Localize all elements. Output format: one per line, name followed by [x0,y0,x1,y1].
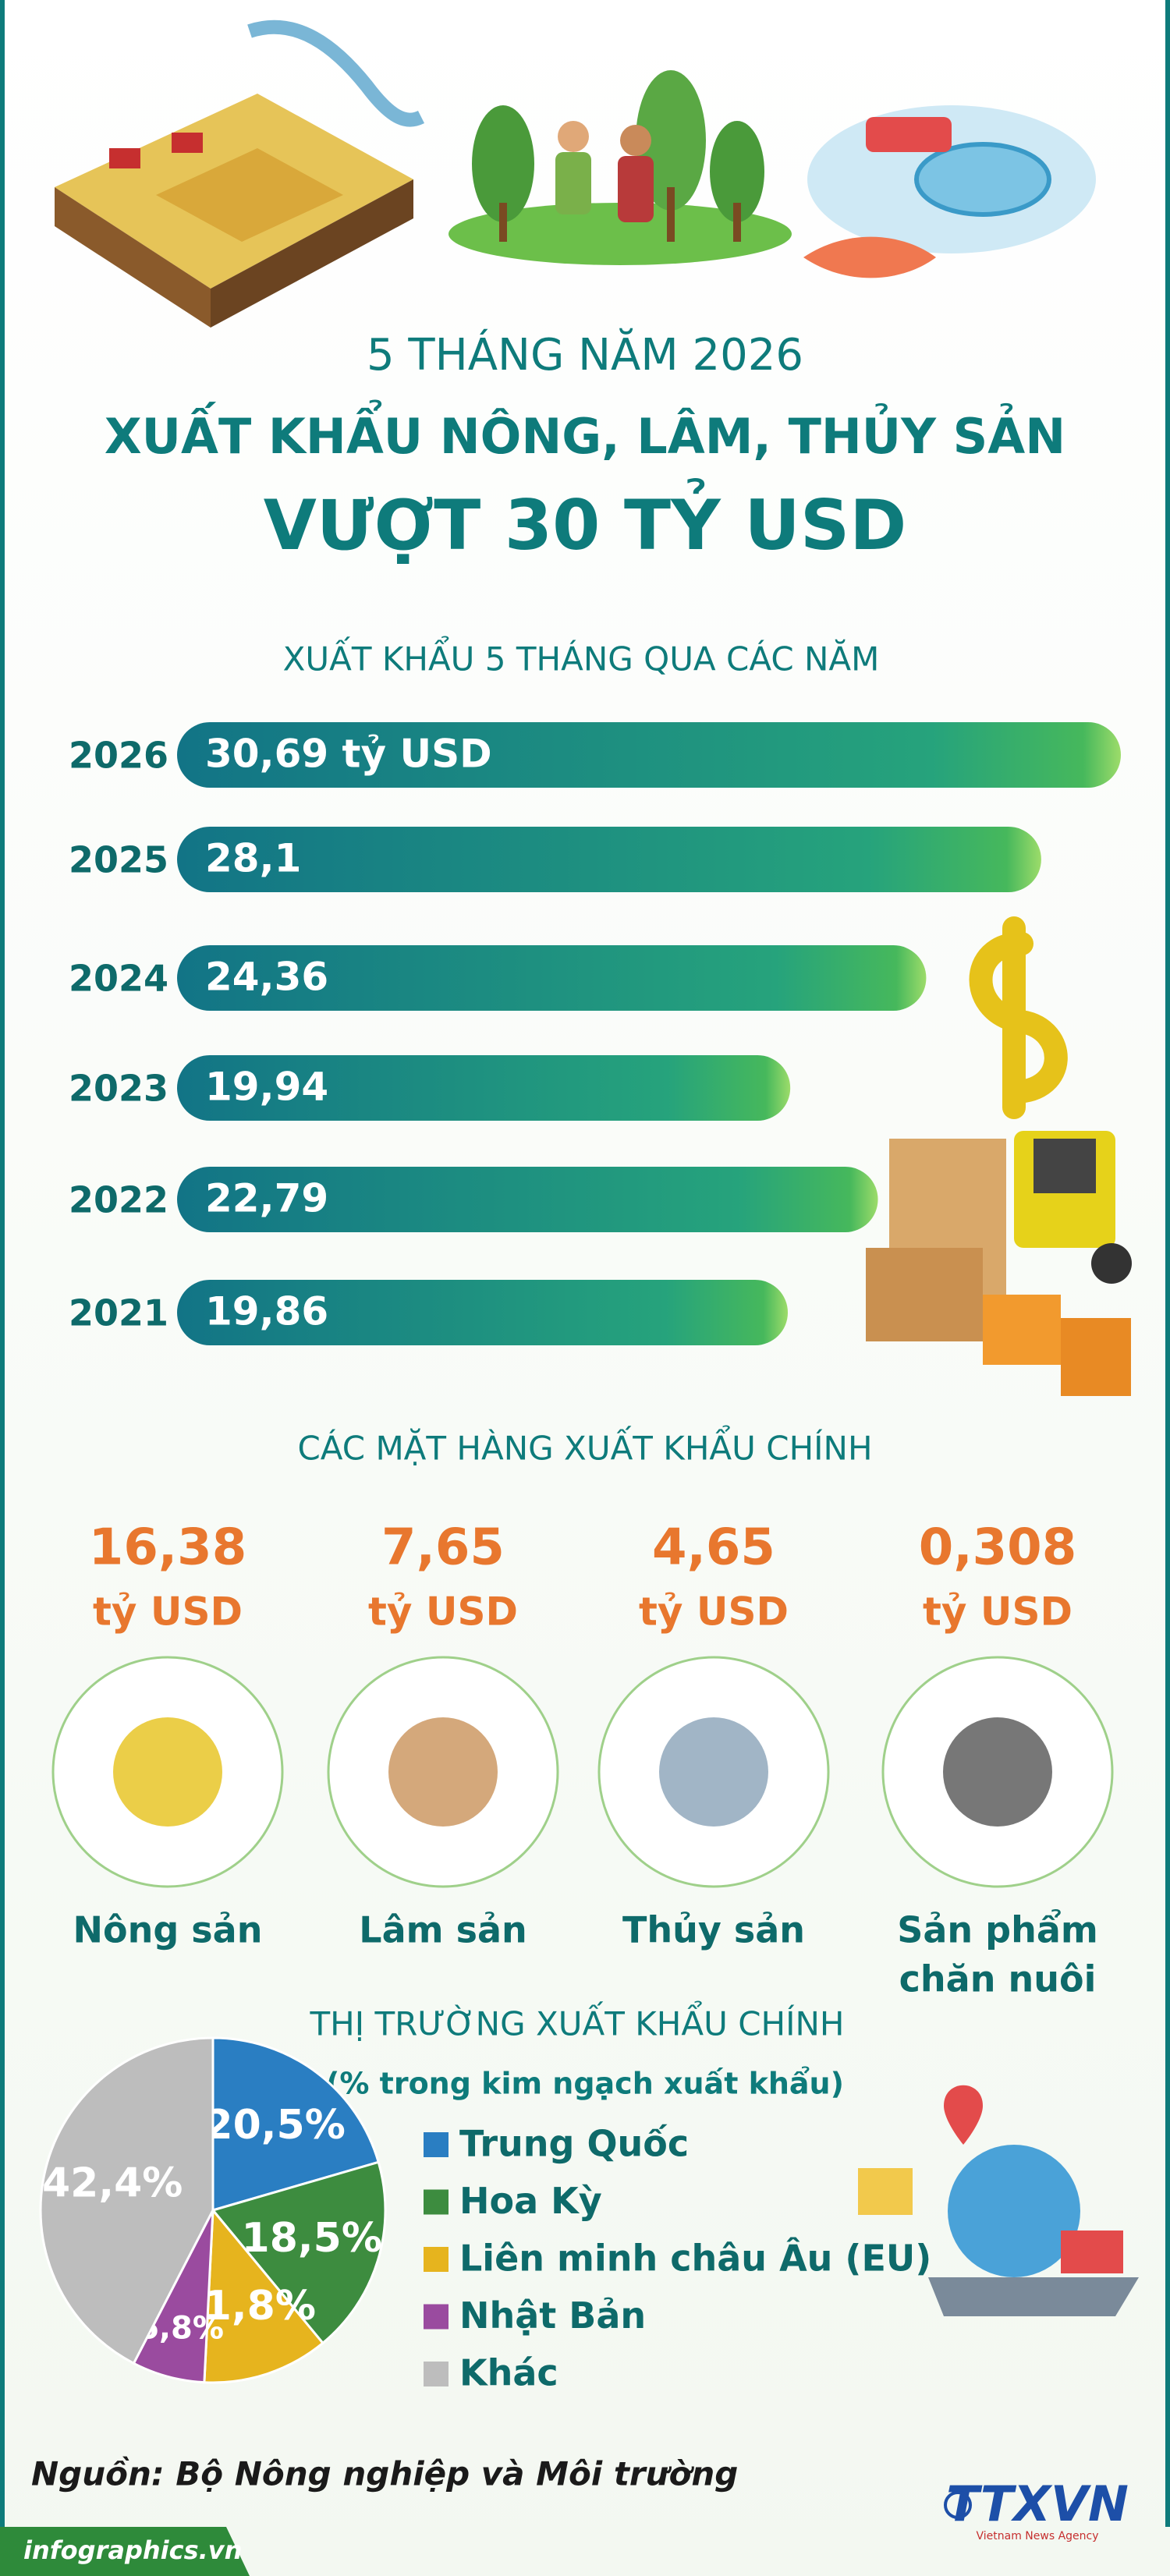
bar [177,1055,791,1121]
legend-swatch [424,2362,448,2386]
fishery-illustration [803,105,1096,278]
site: infographics.vn [23,2535,242,2565]
bar [177,1167,878,1232]
year-label: 2021 [69,1292,168,1334]
products-title: CÁC MẶT HÀNG XUẤT KHẨU CHÍNH [297,1425,872,1468]
logo: TTXVN [946,2475,1129,2532]
legend-label: Hoa Kỳ [459,2180,602,2222]
product-name: Sản phẩm [897,1909,1098,1951]
frame-right [1165,0,1170,2527]
legend-label: Trung Quốc [459,2123,689,2165]
source: Nguồn: Bộ Nông nghiệp và Môi trường [31,2455,738,2493]
pie-slice [39,2036,214,2365]
legend-swatch [424,2189,448,2215]
year-label: 2024 [69,958,168,1000]
product-name: chăn nuôi [899,1958,1097,2000]
product-name: Nông sản [73,1909,263,1951]
value-label: 28,1 [205,836,301,881]
logistics-illustration [858,2085,1139,2316]
header-headline: VƯỢT 30 TỶ USD [264,478,907,565]
product-value: 0,308 [919,1519,1076,1577]
bar [177,827,1041,892]
frame-left [0,0,5,2527]
pie-label: 20,5% [204,2102,345,2149]
year-label: 2023 [69,1068,168,1110]
legend-label: Liên minh châu Âu (EU) [459,2238,931,2280]
agency: Vietnam News Agency [976,2530,1098,2542]
forklift-illustration [866,916,1132,1396]
product-icon [943,1717,1052,1827]
products: 16,38 tỷ USD Nông sản 7,65 tỷ USD Lâm sản 4,65… [51,1519,1114,2000]
pie-chart-title: THỊ TRƯỜNG XUẤT KHẨU CHÍNH [309,2000,844,2043]
year-label: 2026 [69,735,168,777]
product-unit: tỷ USD [368,1589,518,1635]
bar [177,945,927,1011]
pie-slice [211,2160,387,2345]
farm-illustration [55,19,425,328]
value-label: 24,36 [205,955,328,1000]
legend-label: Nhật Bản [459,2294,646,2337]
value-label: 19,86 [205,1289,328,1334]
value-label: 19,94 [205,1065,328,1110]
year-label: 2022 [69,1179,168,1221]
product-name: Thủy sản [622,1909,805,1951]
legend-swatch [424,2304,448,2330]
product-icon [659,1717,768,1827]
header-subtitle: 5 THÁNG NĂM 2026 [367,329,803,381]
pie-slice [211,2036,381,2212]
legend-swatch [424,2247,448,2272]
product-icon [388,1717,498,1827]
product-unit: tỷ USD [93,1589,243,1635]
pie-label: 18,5% [242,2215,382,2262]
header-title: XUẤT KHẨU NÔNG, LÂM, THỦY SẢN [105,400,1065,465]
product-name: Lâm sản [359,1909,526,1951]
product-icon [113,1717,222,1827]
value-label: 22,79 [205,1176,328,1221]
bar [177,722,1121,788]
value-label: 30,69 tỷ USD [205,732,492,777]
product-unit: tỷ USD [639,1589,789,1635]
legend-label: Khác [459,2352,558,2394]
pie-slice [203,2207,324,2384]
year-label: 2025 [69,839,168,881]
legend-swatch [424,2132,448,2157]
copyright-icon [944,2491,972,2519]
product-unit: tỷ USD [923,1589,1072,1635]
bar-chart-title: XUẤT KHẨU 5 THÁNG QUA CÁC NĂM [283,636,880,679]
footer-band [0,2527,250,2576]
pie-chart-subtitle: (% trong kim ngạch xuất khẩu) [326,2067,844,2101]
bar-chart: 2026 30,69 tỷ USD 2025 28,1 2024 24,36 2023 19,… [69,722,1121,1345]
bar [177,1280,789,1345]
product-value: 7,65 [381,1519,505,1577]
farmers-illustration [448,70,792,265]
pie-label: 42,4% [42,2160,183,2207]
product-value: 4,65 [652,1519,775,1577]
product-value: 16,38 [89,1519,246,1577]
